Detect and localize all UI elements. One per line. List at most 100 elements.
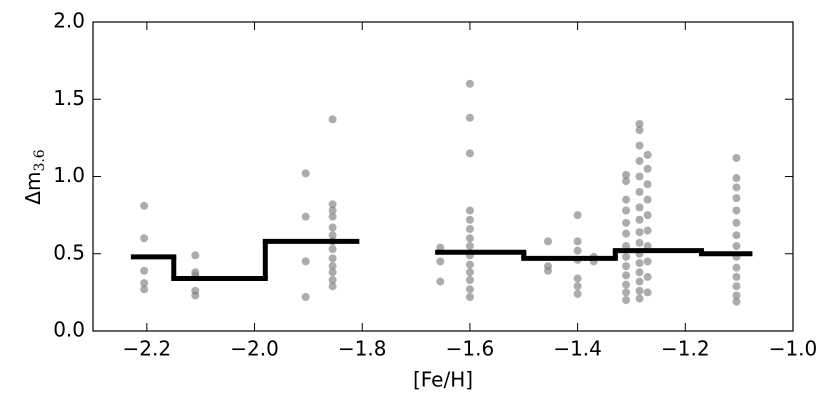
point — [635, 126, 644, 135]
point — [140, 201, 149, 210]
point — [622, 242, 631, 251]
point — [622, 296, 631, 305]
point — [635, 277, 644, 286]
plot-frame — [92, 21, 794, 332]
point — [436, 277, 445, 286]
x-tick-label: −1.6 — [446, 337, 495, 361]
x-tick-label: −2.2 — [123, 337, 172, 361]
point — [643, 195, 652, 204]
point — [622, 229, 631, 238]
point — [622, 262, 631, 271]
point — [622, 206, 631, 215]
point — [622, 288, 631, 297]
point — [643, 211, 652, 220]
point — [635, 203, 644, 212]
point — [328, 268, 337, 277]
y-axis-label-main: Δm — [21, 172, 45, 205]
y-tick-label: 1.5 — [53, 86, 85, 110]
point — [635, 187, 644, 196]
point — [622, 170, 631, 179]
point — [622, 218, 631, 227]
y-axis-label: Δm3.6 — [21, 149, 49, 205]
point — [465, 215, 474, 224]
point — [191, 251, 200, 260]
point — [465, 149, 474, 158]
point — [732, 242, 741, 251]
point — [328, 231, 337, 240]
point — [635, 119, 644, 128]
y-tick-label: 2.0 — [53, 9, 85, 33]
point — [328, 245, 337, 254]
point — [732, 194, 741, 203]
point — [643, 242, 652, 251]
point — [732, 263, 741, 272]
point — [732, 218, 741, 227]
point — [301, 257, 310, 266]
point — [635, 157, 644, 166]
point — [465, 206, 474, 215]
point — [140, 266, 149, 275]
point — [301, 212, 310, 221]
point — [635, 141, 644, 150]
point — [635, 286, 644, 295]
point — [301, 169, 310, 178]
point — [328, 115, 337, 124]
point — [635, 172, 644, 181]
point — [622, 195, 631, 204]
point — [732, 291, 741, 300]
point — [544, 237, 552, 246]
point — [635, 228, 644, 237]
point — [328, 200, 337, 209]
point — [732, 272, 741, 281]
point — [465, 113, 474, 122]
y-tick-label: 0.0 — [53, 318, 85, 342]
x-tick-label: −1.8 — [338, 337, 387, 361]
point — [140, 285, 149, 294]
point — [465, 285, 474, 294]
point — [622, 177, 631, 186]
point — [732, 174, 741, 183]
point — [191, 291, 200, 300]
point — [436, 243, 445, 252]
point — [573, 211, 582, 220]
point — [732, 231, 741, 240]
point — [573, 237, 582, 246]
point — [465, 293, 474, 302]
point — [635, 294, 644, 303]
point — [732, 297, 741, 306]
point — [328, 276, 337, 285]
point — [732, 206, 741, 215]
point — [140, 234, 149, 243]
point — [622, 271, 631, 280]
point — [573, 289, 582, 298]
point — [643, 257, 652, 266]
point — [465, 268, 474, 277]
point — [732, 282, 741, 291]
point — [643, 272, 652, 281]
point — [643, 150, 652, 159]
point — [635, 238, 644, 247]
point — [732, 153, 741, 162]
y-tick-label: 0.5 — [53, 240, 85, 264]
point — [140, 279, 149, 288]
point — [465, 276, 474, 285]
point — [573, 282, 582, 291]
point — [465, 234, 474, 243]
point — [301, 293, 310, 302]
point — [328, 254, 337, 263]
point — [635, 259, 644, 268]
x-axis-label: [Fe/H] — [413, 368, 473, 392]
point — [328, 262, 337, 271]
point — [544, 266, 552, 275]
point — [573, 246, 582, 255]
x-tick-label: −1.4 — [553, 337, 602, 361]
point — [643, 226, 652, 235]
point — [328, 212, 337, 221]
point — [465, 242, 474, 251]
x-tick-label: −1.0 — [769, 337, 818, 361]
point — [465, 260, 474, 269]
point — [643, 180, 652, 189]
point — [622, 280, 631, 289]
